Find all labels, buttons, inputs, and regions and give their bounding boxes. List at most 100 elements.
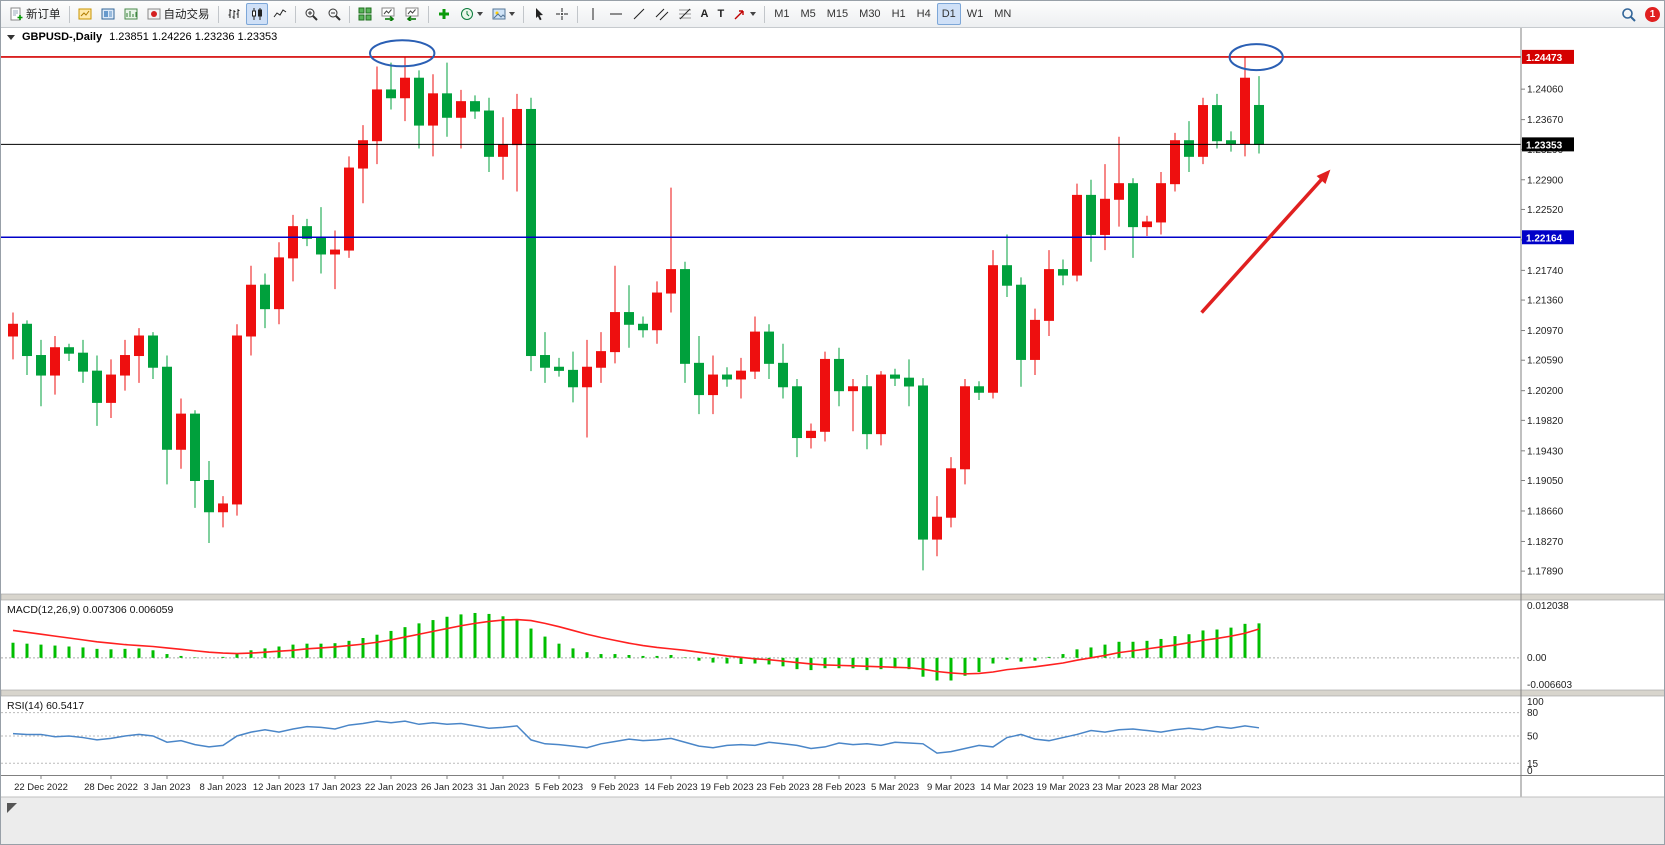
timeframe-button-m1[interactable]: M1 [774, 8, 790, 20]
candlestick-chart-icon [251, 8, 262, 20]
chart-canvas[interactable]: 1.240601.236701.232901.229001.225201.221… [1, 27, 1665, 845]
candle [862, 386, 872, 435]
candle [1198, 105, 1208, 157]
price-badge [1522, 137, 1574, 152]
templates-button[interactable] [488, 3, 519, 25]
text-tool-button[interactable]: A [697, 3, 713, 25]
search-button[interactable] [1617, 3, 1640, 25]
candle [876, 374, 886, 435]
timeframe-button-m30[interactable]: M30 [859, 8, 881, 20]
periods-dropdown-icon [476, 12, 483, 16]
indicators-button[interactable] [433, 3, 455, 25]
auto-trading-button[interactable]: 自动交易 [143, 3, 214, 25]
chart-ohlc-readout: 1.23851 1.24226 1.23236 1.23353 [109, 31, 278, 43]
arrows-tool-button[interactable] [729, 3, 760, 25]
price-axis-label: 1.19820 [1527, 416, 1564, 427]
candle [1086, 194, 1096, 235]
candle [400, 77, 410, 99]
timeframe-button-w1[interactable]: W1 [966, 8, 984, 20]
panel-splitter[interactable] [1, 689, 1665, 697]
tile-windows-button[interactable] [354, 3, 376, 25]
time-axis-label: 14 Mar 2023 [980, 782, 1033, 793]
label-tool-button[interactable]: T [713, 3, 728, 25]
trend-arrow[interactable] [1200, 173, 1328, 314]
candle [134, 335, 144, 357]
candle [554, 366, 564, 371]
candle [316, 237, 326, 255]
price-axis-label: 1.20590 [1527, 356, 1564, 367]
time-axis-label: 22 Dec 2022 [14, 782, 68, 793]
line-chart-button[interactable] [269, 3, 291, 25]
periods-button[interactable] [456, 3, 487, 25]
profiles-button[interactable] [97, 3, 119, 25]
timeframe-button-m5[interactable]: M5 [800, 8, 816, 20]
zoom-in-button[interactable] [300, 3, 322, 25]
horizontal-line-tool-button[interactable] [605, 3, 627, 25]
candle [344, 167, 354, 251]
candle [162, 366, 172, 450]
terminal-button[interactable] [120, 3, 142, 25]
cursor-tool-button[interactable] [528, 3, 550, 25]
timeframe-button-h4[interactable]: H4 [916, 8, 931, 20]
timeframe-button-d1[interactable]: D1 [936, 3, 961, 25]
timeframe-button-h1[interactable]: H1 [891, 8, 906, 20]
text-tool-icon: A [700, 8, 709, 20]
candle [848, 386, 858, 392]
candle [386, 89, 396, 99]
candle [498, 144, 508, 157]
panel-splitter[interactable] [1, 593, 1665, 601]
time-axis-label: 22 Jan 2023 [365, 782, 417, 793]
new-chart-button[interactable] [74, 3, 96, 25]
zoom-out-button[interactable] [323, 3, 345, 25]
candle [246, 284, 256, 337]
candle [218, 503, 228, 513]
candle [106, 374, 116, 403]
candle [750, 331, 760, 372]
new-order-icon [10, 7, 23, 21]
new-order-button[interactable]: 新订单 [5, 3, 65, 25]
one-click-trading-toggle[interactable] [7, 34, 15, 40]
highlight-ellipse[interactable] [369, 39, 436, 68]
candle [1212, 105, 1222, 142]
vertical-line-tool-button[interactable] [582, 3, 604, 25]
time-axis-label: 12 Jan 2023 [253, 782, 305, 793]
candle [1100, 198, 1110, 235]
fibonacci-tool-button[interactable] [674, 3, 696, 25]
timeframe-button-m15[interactable]: M15 [826, 8, 849, 20]
highlight-ellipse[interactable] [1228, 43, 1284, 72]
time-axis-label: 28 Mar 2023 [1148, 782, 1201, 793]
toolbar-separator [522, 5, 524, 23]
time-axis-label: 9 Feb 2023 [591, 782, 639, 793]
candle [428, 93, 438, 126]
crosshair-tool-button[interactable] [551, 3, 573, 25]
candle [372, 89, 382, 142]
candle [932, 516, 942, 540]
timeframe-button-mn[interactable]: MN [994, 8, 1012, 20]
candle [904, 377, 914, 387]
tile-windows-icon [358, 7, 371, 21]
candle [1184, 140, 1194, 157]
candle [120, 355, 130, 376]
candle [1044, 269, 1054, 321]
scroll-position-indicator[interactable] [7, 803, 17, 813]
time-axis-label: 8 Jan 2023 [199, 782, 246, 793]
auto-scroll-button[interactable] [377, 3, 400, 25]
candle [260, 284, 270, 310]
toolbar-separator [576, 5, 578, 23]
bar-chart-button[interactable] [223, 3, 245, 25]
candle [596, 351, 606, 368]
timeframe-toolbar: M1 M5 M15 M30 H1 H4 D1 W1 MN [769, 3, 1016, 25]
macd-axis-label: 0.00 [1527, 653, 1547, 664]
trendline-tool-button[interactable] [628, 3, 650, 25]
time-axis-label: 23 Mar 2023 [1092, 782, 1145, 793]
chart-shift-button[interactable] [401, 3, 424, 25]
candlestick-chart-button[interactable] [245, 3, 268, 25]
toolbar-separator [427, 5, 429, 23]
notification-badge[interactable]: 1 [1645, 6, 1660, 22]
candle [736, 370, 746, 380]
candle [624, 312, 634, 325]
candle [806, 430, 816, 439]
price-badge-value: 1.22164 [1526, 233, 1563, 244]
channel-tool-button[interactable] [651, 3, 673, 25]
candle [232, 335, 242, 505]
